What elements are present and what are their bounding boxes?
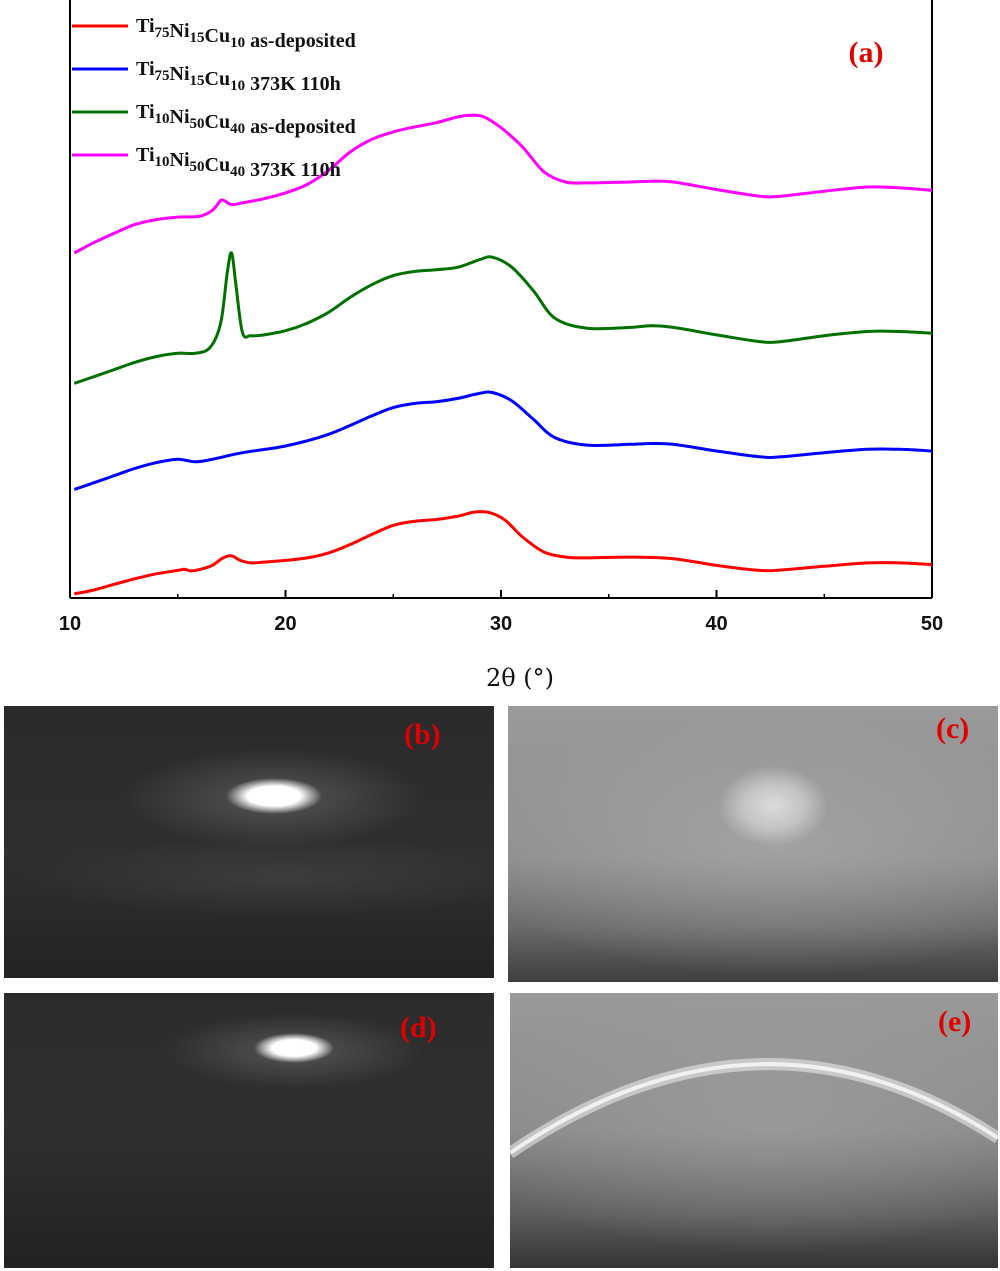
legend-label: Ti75Ni15Cu10 373K 110h [136,58,341,95]
x-axis-title: 2θ (°) [486,664,554,692]
diffraction-pattern-d: (d) [4,993,494,1268]
xrd-chart: 10 20 30 40 50 Ti75Ni15Cu10 as-depositedTi75… [59,0,943,692]
diffraction-pattern-e: (e) [510,993,998,1268]
panel-label-b: (b) [404,718,441,751]
panel-label-e: (e) [938,1005,972,1038]
panel-label-a: (a) [849,36,884,69]
legend-label: Ti75Ni15Cu10 as-deposited [136,15,356,52]
legend: Ti75Ni15Cu10 as-deposited Ti75Ni15Cu10 37… [72,15,356,181]
diffraction-ring-e [510,1058,998,1158]
x-tick-label: 20 [274,613,296,635]
legend-label: Ti10Ni50Cu40 373K 110h [136,144,341,181]
series-line-2 [73,390,933,491]
x-tick-label: 40 [705,613,727,635]
diffraction-pattern-b: (b) [4,706,494,978]
diffraction-pattern-c: (c) [508,706,998,982]
series-line-3 [73,251,933,385]
panel-label-d: (d) [400,1011,437,1044]
x-tick-label: 10 [59,613,81,635]
series-lines [73,113,933,596]
x-tick-label: 50 [921,613,943,635]
legend-label: Ti10Ni50Cu40 as-deposited [136,101,356,138]
plot-frame [69,0,933,599]
x-ticks: 10 20 30 40 50 [59,590,943,635]
series-line-1 [74,510,933,596]
series-line-4 [73,113,933,255]
x-tick-label: 30 [490,613,512,635]
panel-label-c: (c) [936,712,970,745]
